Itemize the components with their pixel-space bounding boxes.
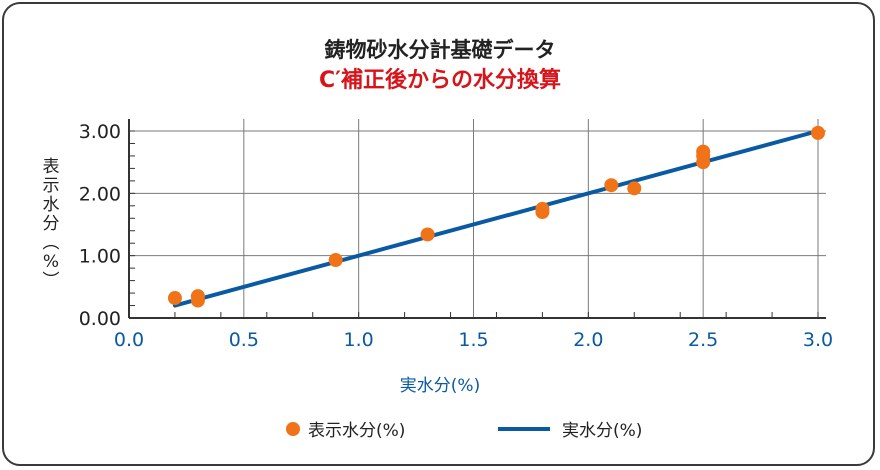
legend-label-scatter: 表示水分(%) [308, 421, 406, 441]
data-point [167, 291, 182, 306]
legend-marker-dot [286, 422, 300, 436]
data-point [604, 178, 619, 193]
series-line-actual-moisture [172, 129, 820, 308]
y-axis-label: 表示水分 ︵% ︶ [42, 157, 60, 291]
data-point [190, 293, 205, 308]
x-tick-label: 2.0 [573, 329, 603, 351]
chart-subtitle: C′補正後からの水分換算 [319, 68, 561, 93]
y-tick-label: 3.00 [79, 121, 121, 143]
data-point [696, 155, 711, 170]
x-tick-label: 0.0 [114, 329, 144, 351]
y-tick-label: 0.00 [79, 308, 121, 330]
x-tick-label: 0.5 [229, 329, 259, 351]
x-axis-label: 実水分(%) [399, 376, 481, 396]
legend-item-line: 実水分(%) [498, 416, 642, 441]
data-point [420, 227, 435, 242]
x-tick-label: 1.5 [458, 329, 488, 351]
legend-label-line: 実水分(%) [562, 421, 643, 441]
y-tick-label: 2.00 [79, 183, 121, 205]
data-point [535, 205, 550, 220]
data-point [627, 181, 642, 196]
x-tick-label: 3.0 [803, 329, 833, 351]
data-point [328, 253, 343, 268]
x-tick-label: 2.5 [688, 329, 718, 351]
chart-title: 鋳物砂水分計基礎データ [324, 38, 556, 62]
legend-item-scatter: 表示水分(%) [286, 416, 405, 441]
x-tick-label: 1.0 [344, 329, 374, 351]
data-point [811, 125, 825, 140]
y-tick-label: 1.00 [79, 246, 121, 268]
legend-marker-line [498, 427, 550, 431]
